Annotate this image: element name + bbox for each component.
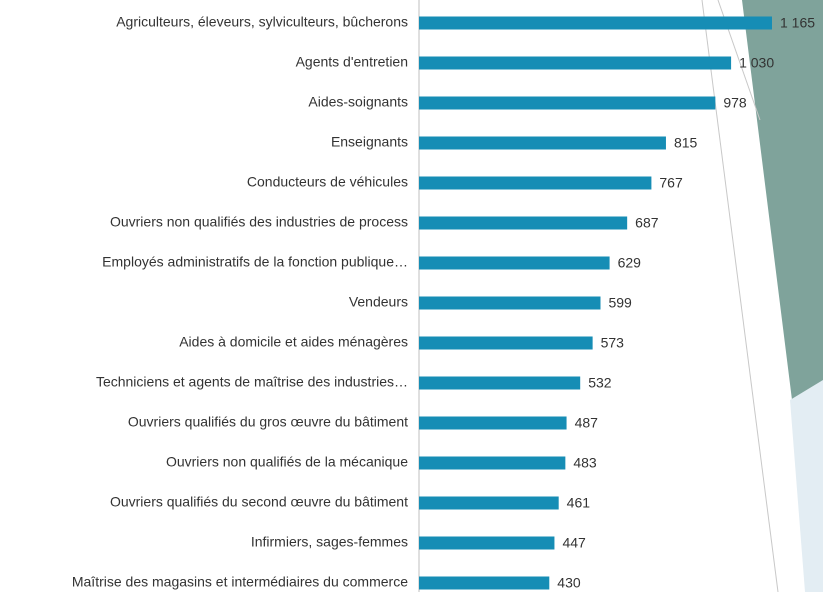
category-label: Employés administratifs de la fonction p… <box>102 254 408 270</box>
value-label: 532 <box>588 375 612 391</box>
category-label: Aides à domicile et aides ménagères <box>179 334 408 350</box>
bar <box>419 376 581 390</box>
decoration <box>790 380 823 592</box>
category-label: Enseignants <box>331 134 408 150</box>
category-label: Ouvriers qualifiés du gros œuvre du bâti… <box>128 414 408 430</box>
bar <box>419 136 666 150</box>
value-label: 573 <box>601 335 625 351</box>
category-label: Aides-soignants <box>308 94 408 110</box>
bar <box>419 96 716 110</box>
bar <box>419 576 550 590</box>
value-label: 815 <box>674 135 698 151</box>
value-label: 978 <box>723 95 747 111</box>
category-label: Infirmiers, sages-femmes <box>251 534 408 550</box>
bar <box>419 536 555 550</box>
bar <box>419 16 772 30</box>
bar <box>419 456 566 470</box>
bar <box>419 336 593 350</box>
value-label: 629 <box>618 255 642 271</box>
value-label: 1 165 <box>780 15 815 31</box>
category-label: Ouvriers non qualifiés de la mécanique <box>166 454 408 470</box>
category-label: Techniciens et agents de maîtrise des in… <box>96 374 408 390</box>
category-label: Maîtrise des magasins et intermédiaires … <box>72 574 408 590</box>
value-label: 487 <box>575 415 599 431</box>
category-label: Ouvriers qualifiés du second œuvre du bâ… <box>110 494 408 510</box>
category-label: Agents d'entretien <box>296 54 408 70</box>
bar <box>419 176 652 190</box>
category-label: Conducteurs de véhicules <box>247 174 408 190</box>
bar <box>419 216 628 230</box>
value-label: 1 030 <box>739 55 774 71</box>
category-label: Agriculteurs, éleveurs, sylviculteurs, b… <box>116 14 408 30</box>
category-label: Ouvriers non qualifiés des industries de… <box>110 214 408 230</box>
bar <box>419 416 567 430</box>
value-label: 687 <box>635 215 659 231</box>
category-label: Vendeurs <box>349 294 408 310</box>
value-label: 483 <box>573 455 597 471</box>
bar <box>419 56 732 70</box>
value-label: 447 <box>562 535 586 551</box>
value-label: 430 <box>557 575 581 591</box>
value-label: 461 <box>567 495 591 511</box>
value-label: 767 <box>659 175 683 191</box>
bar <box>419 256 610 270</box>
bar <box>419 296 601 310</box>
bar <box>419 496 559 510</box>
value-label: 599 <box>608 295 632 311</box>
